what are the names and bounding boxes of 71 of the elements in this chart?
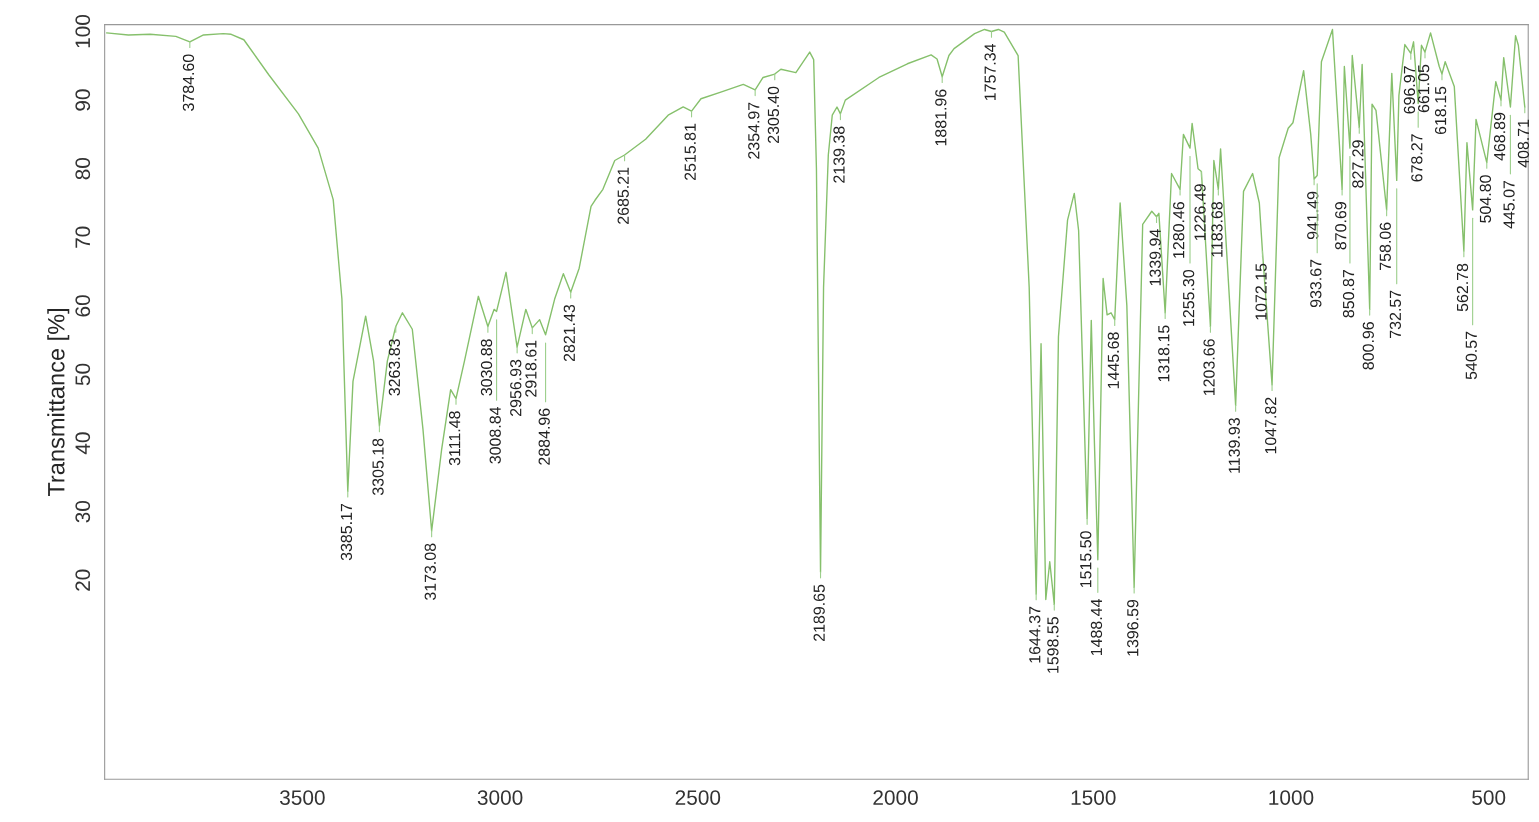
y-tick-label: 20 — [75, 569, 91, 591]
annotation: 2515.81 — [684, 123, 696, 181]
annotation: 1757.34 — [984, 43, 996, 101]
annotation: 2821.43 — [563, 304, 575, 362]
annotation: 3385.17 — [340, 503, 353, 561]
annotation: 1203.66 — [1203, 339, 1215, 396]
annotation: 850.87 — [1342, 270, 1355, 318]
annotation: 3305.18 — [372, 438, 384, 496]
annotation: 1515.50 — [1080, 531, 1092, 588]
annotation: 3784.60 — [182, 54, 195, 111]
annotation: 1339.94 — [1149, 229, 1161, 286]
annotation: 445.07 — [1503, 180, 1515, 229]
y-tick-label: 70 — [75, 226, 91, 248]
annotation: 1072.15 — [1255, 263, 1267, 320]
annotation: 1226.49 — [1194, 184, 1206, 240]
annotation: 1396.59 — [1127, 599, 1139, 656]
y-tick-label: 50 — [75, 363, 91, 386]
x-tick-label: 1500 — [1071, 790, 1116, 805]
annotation: 800.96 — [1362, 322, 1374, 370]
annotation: 468.89 — [1493, 112, 1506, 161]
annotation: 1047.82 — [1265, 397, 1277, 454]
annotation: 1644.37 — [1029, 606, 1041, 663]
x-tick-label: 3000 — [477, 790, 523, 805]
x-tick-label: 1000 — [1269, 790, 1314, 805]
annotation: 870.69 — [1335, 202, 1347, 250]
annotation: 2305.40 — [767, 86, 780, 143]
annotation: 758.06 — [1379, 222, 1391, 270]
annotation: 540.57 — [1465, 331, 1477, 380]
annotation: 618.15 — [1434, 86, 1447, 135]
x-tick-label: 3500 — [279, 790, 325, 805]
annotation: 1598.55 — [1047, 616, 1059, 673]
y-tick-label: 30 — [75, 500, 91, 523]
annotation: 2685.21 — [617, 167, 629, 224]
annotation: 504.80 — [1479, 175, 1492, 223]
annotation: 3008.84 — [489, 406, 501, 464]
annotation: 1881.96 — [935, 89, 947, 146]
annotation: 2884.96 — [538, 408, 550, 465]
y-tick-label: 80 — [75, 157, 91, 180]
annotation: 1445.68 — [1107, 332, 1120, 389]
y-axis-title: Transmittance [%] — [47, 308, 70, 497]
y-tick-label: 90 — [75, 89, 91, 111]
annotation: 1280.46 — [1173, 202, 1185, 258]
y-tick-label: 60 — [75, 295, 91, 317]
y-tick-label: 40 — [75, 432, 91, 455]
annotation: 408.71 — [1517, 119, 1530, 168]
x-tick-label: 2000 — [873, 790, 918, 805]
annotation: 3111.48 — [448, 411, 461, 466]
annotation: 3030.88 — [480, 339, 493, 396]
annotation: 1255.30 — [1182, 269, 1195, 326]
annotation: 3173.08 — [424, 543, 436, 601]
annotation: 941.49 — [1307, 191, 1319, 240]
annotation: 3263.83 — [388, 339, 401, 396]
annotation: 933.67 — [1310, 259, 1322, 308]
annotation: 2918.61 — [525, 340, 537, 397]
annotation: 2956.93 — [510, 359, 522, 416]
annotation: 678.27 — [1411, 134, 1423, 182]
annotation: 732.57 — [1389, 290, 1401, 338]
annotation: 827.29 — [1352, 140, 1364, 188]
annotation: 1488.44 — [1090, 599, 1103, 656]
annotation: 661.05 — [1417, 64, 1430, 113]
x-tick-label: 2500 — [675, 790, 721, 805]
annotation: 1318.15 — [1158, 325, 1170, 382]
annotation: 2189.65 — [813, 584, 825, 642]
y-tick-label: 100 — [75, 14, 91, 48]
annotation: 562.78 — [1456, 263, 1469, 312]
annotation: 2354.97 — [748, 102, 760, 159]
annotation: 1183.68 — [1211, 201, 1223, 257]
annotation: 2139.38 — [833, 126, 845, 183]
x-tick-label: 500 — [1472, 790, 1506, 805]
annotation: 696.97 — [1403, 66, 1416, 114]
annotation: 1139.93 — [1228, 418, 1240, 473]
